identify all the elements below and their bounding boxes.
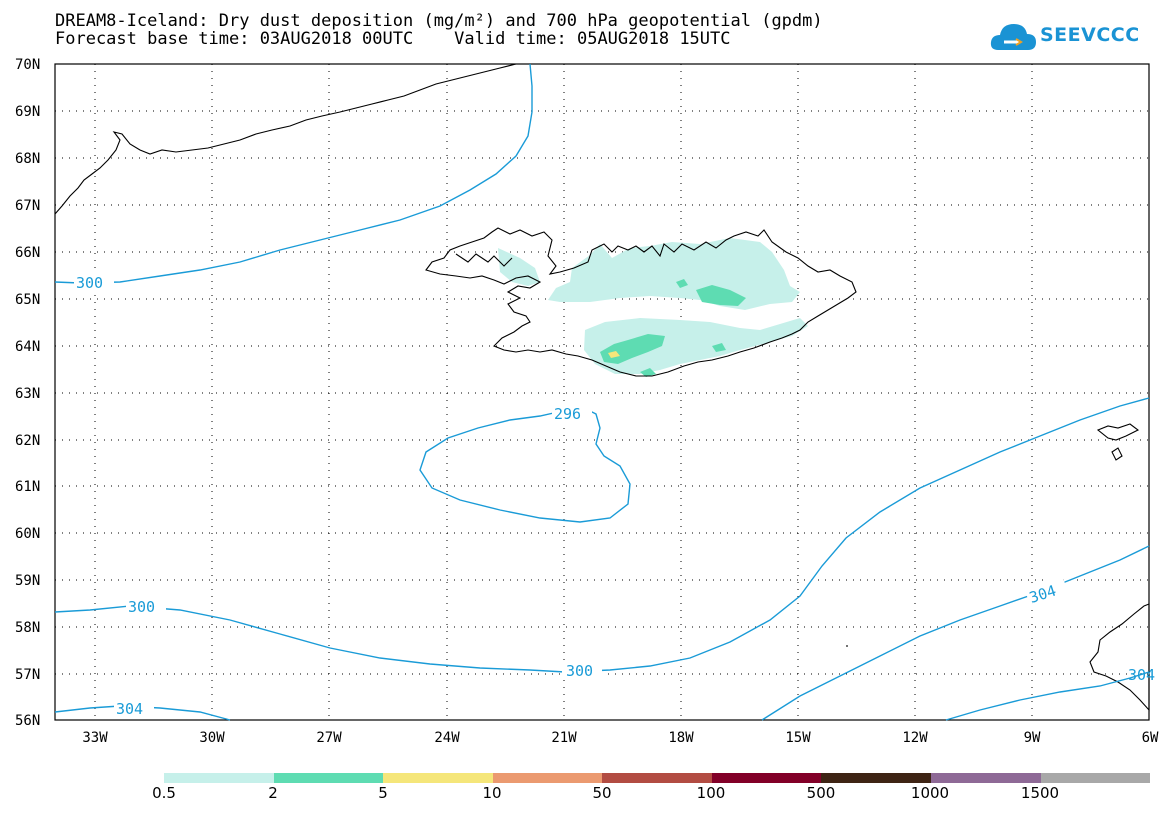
legend-swatch <box>930 773 1041 783</box>
legend-label: 10 <box>482 784 502 802</box>
contour-label: 300 <box>128 598 155 616</box>
lon-label: 6W <box>1142 730 1159 746</box>
graticule <box>55 64 1149 720</box>
lat-label: 58N <box>15 620 40 636</box>
longitude-labels: 33W 30W 27W 24W 21W 18W 15W 12W 9W 6W <box>82 730 1159 746</box>
dust-deposition-field <box>498 238 808 377</box>
lat-label: 70N <box>15 57 40 73</box>
legend-label: 2 <box>268 784 278 802</box>
geopotential-contours <box>54 63 1150 721</box>
contour-304-southeast <box>945 671 1150 721</box>
color-legend <box>164 773 1151 783</box>
contour-304-east <box>761 545 1150 721</box>
lon-label: 15W <box>785 730 811 746</box>
legend-swatch <box>383 773 493 783</box>
lat-label: 61N <box>15 479 40 495</box>
lat-label: 56N <box>15 713 40 729</box>
map-frame <box>54 63 1150 721</box>
legend-swatch <box>1040 773 1151 783</box>
dust-area-north-west <box>498 248 540 286</box>
dust-area-south <box>584 318 808 374</box>
dust-area-north <box>548 238 800 310</box>
contour-300-south <box>54 397 1150 673</box>
lon-label: 30W <box>199 730 225 746</box>
legend-swatch <box>602 773 712 783</box>
latitude-labels: 70N 69N 68N 67N 66N 65N 64N 63N 62N 61N … <box>15 57 40 729</box>
contour-label: 300 <box>76 274 103 292</box>
lon-label: 12W <box>902 730 928 746</box>
lat-label: 69N <box>15 104 40 120</box>
seevccc-logo: SEEVCCC <box>990 18 1140 58</box>
dust-peak <box>608 351 620 358</box>
lon-label: 18W <box>668 730 694 746</box>
lon-label: 27W <box>316 730 342 746</box>
contour-labels: 300 296 300 300 304 304 304 <box>74 273 1155 718</box>
legend-label: 0.5 <box>152 784 176 802</box>
coastlines <box>54 63 1150 712</box>
legend-swatch <box>273 773 384 783</box>
logo-text: SEEVCCC <box>1040 24 1140 46</box>
contour-label: 304 <box>1128 666 1155 684</box>
lat-label: 67N <box>15 198 40 214</box>
lon-label: 21W <box>551 730 577 746</box>
contour-label: 304 <box>116 700 143 718</box>
legend-label: 100 <box>696 784 726 802</box>
lon-label: 33W <box>82 730 108 746</box>
legend-swatch <box>492 773 603 783</box>
greenland-coast <box>54 63 517 215</box>
lat-label: 65N <box>15 292 40 308</box>
map-title: DREAM8-Iceland: Dry dust deposition (mg/… <box>55 11 823 31</box>
legend-label: 1500 <box>1020 784 1060 802</box>
lon-label: 24W <box>434 730 460 746</box>
contour-label: 300 <box>566 662 593 680</box>
lat-label: 66N <box>15 245 40 261</box>
legend-label: 5 <box>378 784 388 802</box>
legend-label: 50 <box>592 784 612 802</box>
scotland-coast <box>1089 603 1150 712</box>
lat-label: 57N <box>15 667 40 683</box>
contour-label: 296 <box>554 405 581 423</box>
legend-swatch <box>164 773 274 783</box>
lat-label: 59N <box>15 573 40 589</box>
lat-label: 68N <box>15 151 40 167</box>
lat-label: 62N <box>15 433 40 449</box>
lat-label: 60N <box>15 526 40 542</box>
lat-label: 63N <box>15 386 40 402</box>
cloud-icon <box>990 24 1036 50</box>
legend-label: 500 <box>806 784 836 802</box>
dust-core-north-small <box>676 279 688 288</box>
legend-label: 1000 <box>910 784 950 802</box>
dust-core-coast <box>640 368 656 377</box>
contour-300-north <box>54 63 533 284</box>
iceland-westfjord-detail <box>455 253 513 267</box>
lat-label: 64N <box>15 339 40 355</box>
faroe-islands <box>1096 423 1140 461</box>
forecast-times: Forecast base time: 03AUG2018 00UTC Vali… <box>55 29 731 49</box>
dust-core-south-east <box>712 343 726 352</box>
contour-296 <box>419 409 631 523</box>
lon-label: 9W <box>1024 730 1041 746</box>
legend-swatch <box>821 773 931 783</box>
dust-core-north <box>696 285 746 306</box>
iceland-coast <box>425 227 857 377</box>
legend-swatch <box>711 773 822 783</box>
